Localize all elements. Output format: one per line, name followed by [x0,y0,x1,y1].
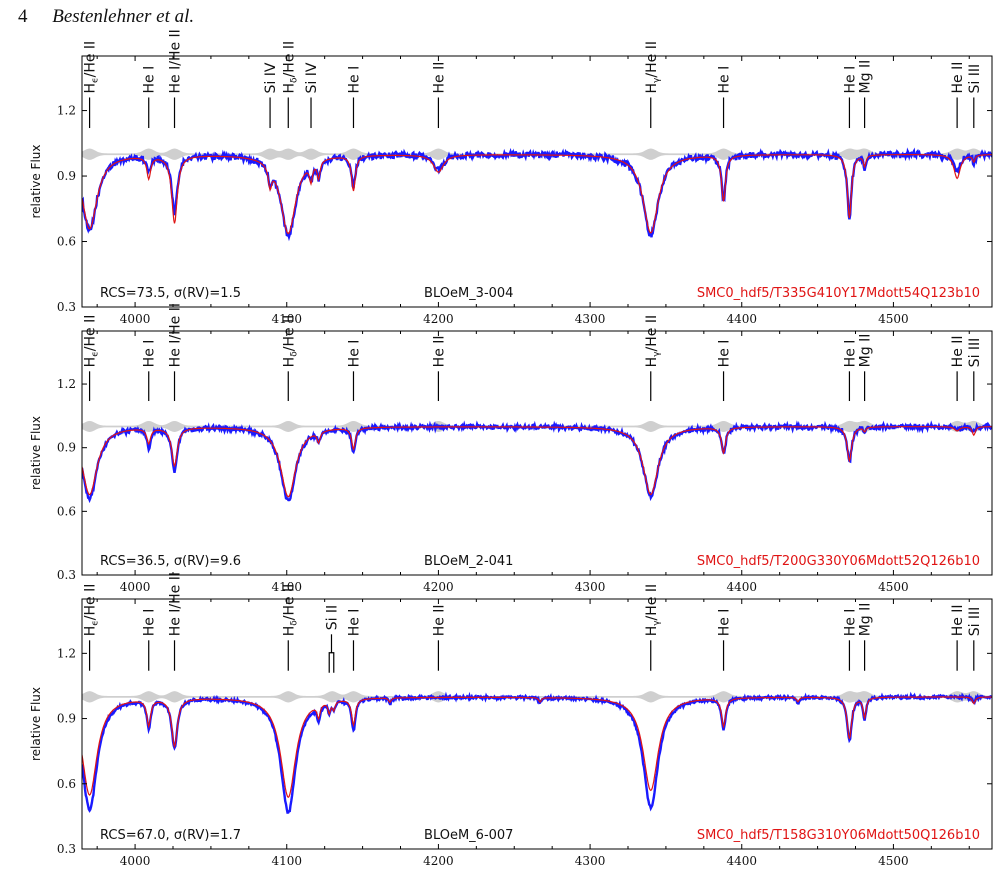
line-label: He I [346,66,362,94]
line-label: Mg II [858,334,874,368]
x-tick-label: 4100 [271,580,302,594]
x-tick-label: 4300 [575,854,606,868]
rcs-label: RCS=73.5, σ(RV)=1.5 [100,286,241,301]
line-label: He I/He II [168,29,184,93]
x-tick-label: 4400 [726,854,757,868]
x-tick-label: 4300 [575,312,606,326]
x-tick-label: 4000 [120,580,151,594]
line-label: Hγ/He II [644,584,662,636]
y-tick-label: 0.6 [57,504,76,518]
axes-frame [81,598,993,850]
line-label: He I [142,66,158,94]
page-header: 4 Bestenlehner et al. [18,6,194,28]
line-label: He I [842,340,858,368]
line-label: Mg II [858,60,874,94]
y-tick-label: 1.2 [57,646,76,660]
spectrum-panel-1: 4000 4100 4200 4300 4400 4500 0.3 0.6 0.9 1.2 rela… [29,29,993,326]
line-label: He II [950,62,966,94]
x-tick-label: 4500 [878,854,909,868]
line-label: Hγ/He II [644,41,662,93]
line-label: He I/He II [168,303,184,367]
line-label: He I [842,66,858,94]
line-label: He I [717,609,733,637]
y-tick-label: 0.3 [57,568,76,582]
observed-spectrum [82,147,992,242]
line-label: He I [142,609,158,637]
model-spectrum [82,426,992,498]
model-label: SMC0_hdf5/T158G310Y06Mdott50Q126b10 [697,828,980,843]
y-tick-label: 0.9 [57,712,76,726]
line-label: He II [431,335,447,367]
x-tick-label: 4100 [271,854,302,868]
y-tick-label: 0.6 [57,235,76,249]
line-label: Si III [967,64,983,94]
line-label: Si III [967,607,983,637]
x-tick-label: 4000 [120,312,151,326]
line-label: Hγ/He II [644,315,662,367]
y-axis-label: relative Flux [29,144,43,218]
axes-frame [81,330,993,576]
y-tick-label: 0.6 [57,777,76,791]
line-label: He II [431,62,447,94]
x-tick-label: 4500 [878,580,909,594]
line-label: Si II [324,605,340,630]
line-label: He II [950,604,966,636]
observed-spectrum [82,420,992,504]
line-label: Si IV [304,62,320,93]
line-label: Hϵ/He II [83,315,101,368]
x-tick-label: 4500 [878,312,909,326]
y-tick-label: 0.3 [57,300,76,314]
y-tick-label: 0.3 [57,842,76,856]
star-id-label: BLOeM_3-004 [424,286,513,301]
model-label: SMC0_hdf5/T200G330Y06Mdott52Q126b10 [697,554,980,569]
x-tick-label: 4000 [120,854,151,868]
spectrum-panel-2: 4000 4100 4200 4300 4400 4500 0.3 0.6 0.9 1.2 rela… [29,303,993,594]
page-number: 4 [18,6,28,27]
line-marker-bracket [328,652,335,673]
authors: Bestenlehner et al. [52,6,195,27]
line-label: Hδ/He II [281,315,299,368]
line-label: He II [950,335,966,367]
x-tick-label: 4200 [423,580,454,594]
y-tick-label: 0.9 [57,441,76,455]
star-id-label: BLOeM_6-007 [424,828,513,843]
model-spectrum [82,154,992,235]
y-axis-label: relative Flux [29,687,43,761]
axes-frame [81,55,993,308]
spectrum-panel-3: 4000 4100 4200 4300 4400 4500 0.3 0.6 0.9 1.2 rela… [29,572,993,868]
line-label: He I [842,609,858,637]
line-label: He I [717,66,733,94]
line-label: Hϵ/He II [83,41,101,94]
x-tick-label: 4200 [423,312,454,326]
line-label: He I/He II [168,572,184,636]
line-label: Hδ/He II [281,584,299,637]
line-label: He I [346,609,362,637]
line-label: Mg II [858,603,874,637]
line-label: Hϵ/He II [83,584,101,637]
observed-spectrum [82,691,992,814]
star-id-label: BLOeM_2-041 [424,554,513,569]
line-label: Hδ/He II [281,41,299,94]
x-tick-label: 4300 [575,580,606,594]
rcs-label: RCS=67.0, σ(RV)=1.7 [100,828,241,843]
line-label: Si IV [263,62,279,93]
model-spectrum [82,696,992,798]
y-tick-label: 1.2 [57,104,76,118]
y-tick-label: 0.9 [57,169,76,183]
line-label: He I [142,340,158,368]
x-tick-label: 4100 [271,312,302,326]
line-label: He I [717,340,733,368]
model-label: SMC0_hdf5/T335G410Y17Mdott54Q123b10 [697,286,980,301]
uncertainty-band [82,691,992,703]
rcs-label: RCS=36.5, σ(RV)=9.6 [100,554,241,569]
x-tick-label: 4400 [726,312,757,326]
y-tick-label: 1.2 [57,377,76,391]
y-axis-label: relative Flux [29,416,43,490]
x-tick-label: 4200 [423,854,454,868]
line-label: He I [346,340,362,368]
line-label: Si III [967,338,983,368]
x-tick-label: 4400 [726,580,757,594]
line-label: He II [431,604,447,636]
